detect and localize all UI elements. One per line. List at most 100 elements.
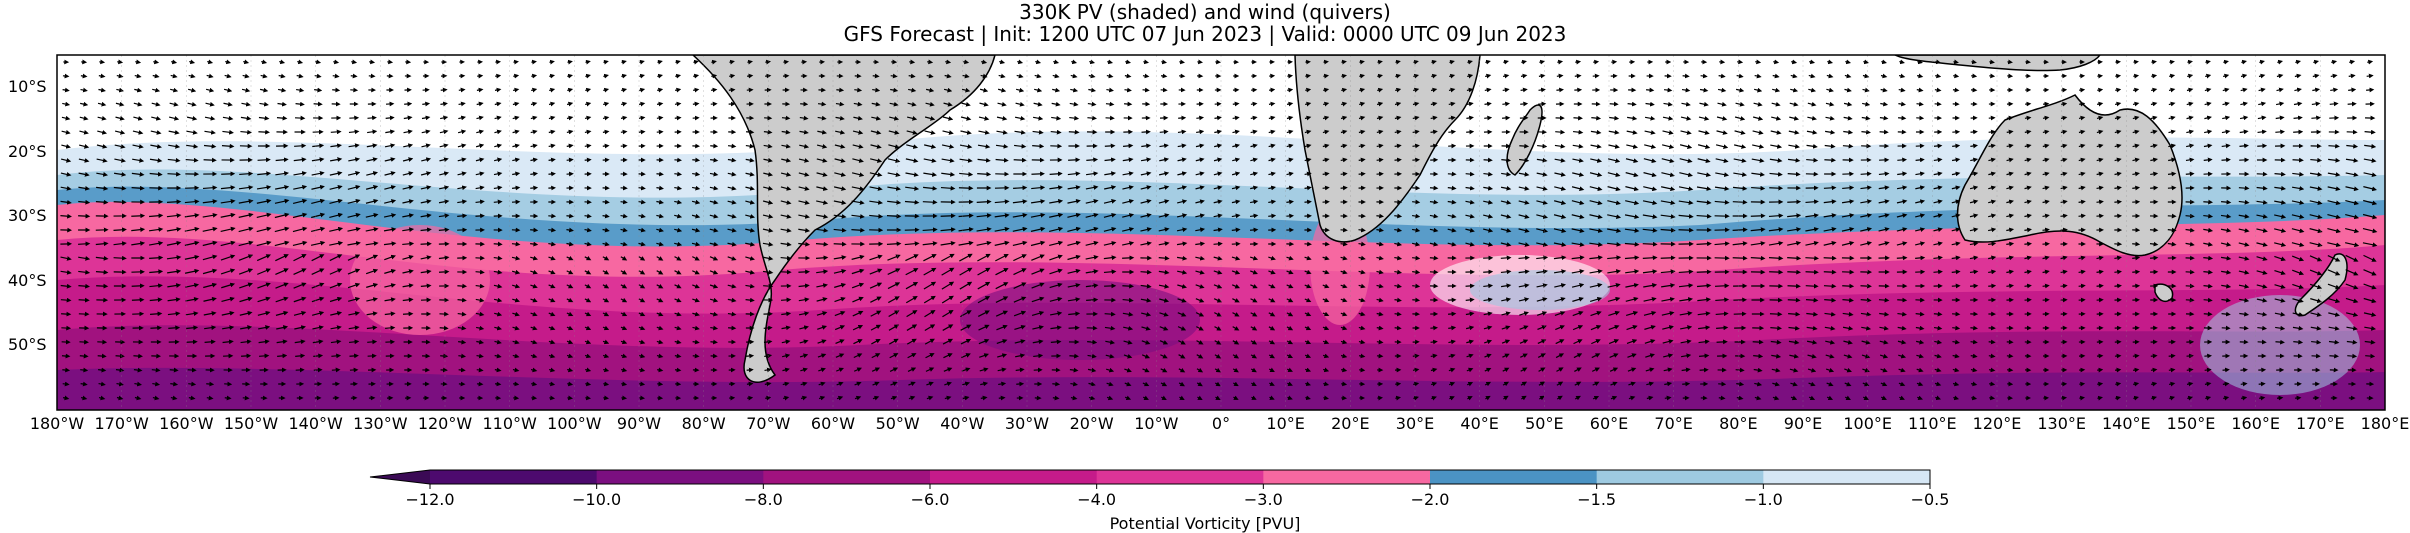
wind-arrow: [203, 188, 215, 189]
wind-arrow: [2275, 174, 2284, 175]
wind-arrow: [927, 76, 932, 77]
wind-arrow: [1086, 160, 1095, 161]
wind-arrow: [1341, 370, 1345, 371]
wind-arrow: [2150, 244, 2156, 245]
wind-arrow: [747, 384, 751, 385]
wind-arrow: [1879, 174, 1887, 175]
wind-arrow: [657, 76, 660, 77]
wind-arrow: [475, 216, 482, 217]
wind-arrow: [349, 356, 356, 357]
wind-arrow: [458, 356, 463, 357]
wind-arrow: [2186, 216, 2193, 217]
wind-arrow: [149, 258, 161, 259]
wind-arrow: [2079, 104, 2083, 105]
wind-arrow: [2133, 370, 2137, 371]
wind-arrow: [2097, 286, 2102, 287]
wind-arrow: [439, 230, 447, 231]
wind-arrow: [2168, 174, 2174, 175]
wind-arrow: [171, 398, 175, 399]
wind-arrow: [1053, 62, 1056, 63]
wind-arrow: [1105, 314, 1114, 315]
x-tick-label: 20°W: [1070, 415, 1114, 433]
wind-arrow: [1737, 76, 1742, 77]
wind-arrow: [1485, 104, 1490, 105]
wind-arrow: [639, 76, 642, 77]
wind-arrow: [2079, 286, 2084, 287]
x-tick-label: 110°W: [482, 415, 536, 433]
x-tick-label: 10°W: [1134, 415, 1178, 433]
wind-arrow: [531, 76, 534, 77]
colorbar-segment: [930, 470, 1097, 484]
wind-arrow: [567, 160, 572, 161]
wind-arrow: [1071, 62, 1074, 63]
wind-arrow: [2205, 62, 2208, 63]
wind-arrow: [98, 370, 104, 371]
wind-arrow: [1827, 62, 1830, 63]
wind-arrow: [1935, 62, 1938, 63]
wind-arrow: [1483, 286, 1490, 287]
wind-arrow: [2349, 62, 2352, 63]
wind-arrow: [1377, 62, 1380, 63]
wind-arrow: [132, 300, 142, 301]
wind-arrow: [692, 160, 697, 161]
wind-arrow: [1845, 62, 1848, 63]
wind-arrow: [2330, 104, 2337, 105]
wind-arrow: [1787, 272, 1798, 273]
wind-arrow: [2115, 90, 2119, 91]
wind-arrow: [1824, 160, 1833, 161]
wind-arrow: [1268, 216, 1274, 217]
wind-arrow: [2187, 62, 2190, 63]
wind-arrow: [2025, 132, 2029, 133]
wind-arrow: [2294, 118, 2301, 119]
wind-arrow: [1863, 62, 1866, 63]
wind-arrow: [2169, 384, 2173, 385]
wind-arrow: [2042, 230, 2047, 231]
wind-arrow: [945, 62, 949, 63]
wind-arrow: [1787, 202, 1798, 203]
wind-arrow: [1933, 272, 1940, 273]
wind-arrow: [585, 216, 590, 217]
wind-arrow: [765, 398, 769, 399]
wind-arrow: [1719, 398, 1723, 399]
wind-arrow: [1286, 202, 1291, 203]
colorbar-segment: [597, 470, 764, 484]
wind-arrow: [549, 62, 552, 63]
wind-arrow: [2330, 90, 2336, 91]
wind-arrow: [207, 62, 210, 63]
wind-arrow: [1087, 342, 1095, 343]
wind-arrow: [1503, 90, 1508, 91]
y-tick-label: 10°S: [8, 78, 47, 96]
wind-arrow: [2295, 62, 2298, 63]
wind-arrow: [207, 398, 211, 399]
wind-arrow: [2222, 314, 2229, 315]
wind-arrow: [585, 62, 588, 63]
wind-arrow: [81, 384, 86, 385]
wind-arrow: [2221, 202, 2229, 203]
wind-arrow: [1769, 258, 1781, 259]
wind-arrow: [2006, 286, 2011, 287]
wind-arrow: [1715, 286, 1727, 287]
wind-arrow: [279, 62, 282, 63]
wind-arrow: [1106, 90, 1111, 91]
wind-arrow: [657, 370, 661, 371]
wind-arrow: [170, 384, 175, 385]
wind-arrow: [1141, 272, 1150, 273]
wind-arrow: [132, 188, 143, 189]
wind-arrow: [2205, 370, 2210, 371]
wind-arrow: [1861, 174, 1870, 175]
wind-arrow: [854, 90, 859, 91]
wind-arrow: [2365, 356, 2373, 357]
wind-arrow: [1682, 90, 1688, 91]
wind-arrow: [1806, 272, 1817, 273]
x-tick-label: 170°E: [2296, 415, 2345, 433]
wind-arrow: [495, 76, 499, 77]
wind-arrow: [2257, 328, 2264, 329]
wind-arrow: [2329, 356, 2336, 357]
x-tick-label: 40°E: [1460, 415, 1498, 433]
wind-arrow: [1069, 132, 1077, 133]
wind-arrow: [1013, 188, 1025, 189]
wind-arrow: [1935, 76, 1939, 77]
wind-arrow: [1769, 188, 1780, 189]
wind-arrow: [567, 76, 570, 77]
wind-arrow: [117, 76, 121, 77]
